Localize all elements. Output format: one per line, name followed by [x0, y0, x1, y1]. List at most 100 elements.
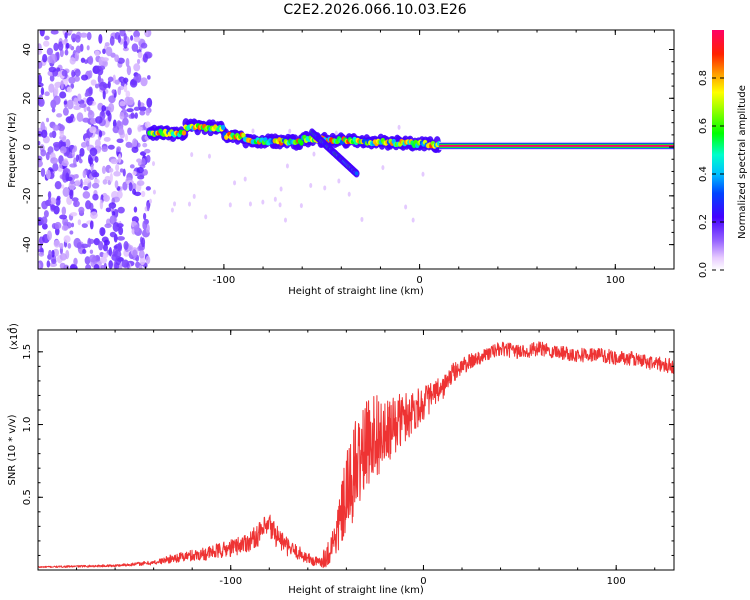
noise-blob	[74, 179, 81, 187]
noise-blob	[145, 255, 151, 265]
noise-blob	[75, 45, 82, 54]
noise-blob	[75, 154, 80, 163]
noise-blob	[360, 216, 364, 222]
noise-blob	[122, 168, 126, 177]
noise-blob	[51, 258, 57, 265]
noise-blob	[132, 249, 138, 259]
noise-blob	[133, 36, 141, 43]
noise-blob	[243, 176, 247, 182]
noise-blob	[43, 210, 49, 218]
noise-blob	[131, 43, 139, 52]
noise-blob	[107, 180, 112, 186]
noise-blob	[233, 180, 237, 186]
noise-blob	[140, 42, 148, 49]
noise-blob	[80, 141, 88, 148]
noise-blob	[142, 53, 148, 63]
noise-blob	[78, 158, 83, 164]
noise-blob	[90, 162, 94, 172]
noise-blob	[62, 107, 69, 116]
noise-blob	[145, 108, 150, 116]
colorbar-tick-label: 0.0	[698, 262, 709, 278]
spectrogram-y-tick-label: -40	[22, 236, 33, 252]
noise-blob	[80, 57, 86, 63]
noise-blob	[40, 87, 45, 96]
spectrogram-panel: -100 0 100 -40 -20 0 20 40 Height of straight l…	[7, 29, 675, 297]
noise-blob	[38, 242, 41, 250]
noise-blob	[98, 81, 107, 91]
noise-blob	[92, 193, 99, 201]
noise-blob	[101, 146, 108, 153]
noise-blob	[56, 67, 61, 72]
noise-blob	[82, 191, 91, 199]
noise-blob	[102, 59, 108, 68]
noise-blob	[83, 185, 89, 191]
noise-blob	[129, 79, 138, 88]
noise-blob	[44, 91, 50, 97]
noise-blob	[38, 262, 41, 269]
noise-blob	[86, 45, 90, 51]
colorbar-gradient	[712, 30, 724, 270]
noise-blob	[42, 54, 48, 63]
noise-blob	[146, 154, 151, 163]
noise-blob	[73, 257, 78, 266]
noise-blob	[133, 30, 140, 38]
noise-blob	[103, 194, 110, 202]
noise-blob	[133, 206, 138, 213]
snr-x-tick-label: -100	[219, 576, 242, 587]
noise-blob	[148, 198, 152, 204]
noise-blob	[56, 195, 61, 201]
noise-blob	[273, 196, 277, 202]
noise-blob	[127, 127, 132, 136]
noise-blob	[103, 239, 110, 246]
noise-blob	[133, 63, 141, 72]
noise-blob	[54, 180, 62, 190]
noise-blob	[140, 77, 148, 87]
noise-blob	[125, 57, 130, 68]
noise-blob	[82, 181, 89, 186]
noise-blob	[38, 49, 43, 55]
noise-blob	[66, 99, 74, 110]
noise-blob	[52, 124, 60, 131]
noise-blob	[100, 264, 106, 269]
noise-blob	[38, 97, 45, 107]
noise-blob	[46, 47, 54, 56]
noise-blob	[53, 86, 59, 96]
noise-blob	[69, 230, 74, 235]
noise-blob	[40, 149, 47, 157]
noise-blob	[65, 42, 70, 49]
noise-blob	[133, 106, 140, 111]
noise-blob	[76, 241, 82, 250]
noise-blob	[102, 48, 106, 55]
noise-blob	[71, 222, 75, 228]
noise-blob	[279, 186, 283, 192]
noise-blob	[122, 117, 129, 126]
noise-blob	[91, 182, 100, 189]
noise-blob	[138, 250, 145, 259]
noise-blob	[74, 68, 81, 77]
noise-blob	[131, 221, 137, 226]
noise-blob	[88, 109, 93, 116]
noise-blob	[114, 79, 120, 85]
noise-blob	[57, 41, 64, 51]
noise-blob	[136, 58, 141, 65]
track-cell	[181, 130, 187, 136]
noise-blob	[87, 237, 92, 248]
noise-blob	[93, 264, 100, 269]
snr-series-line	[38, 341, 674, 569]
noise-blob	[39, 30, 45, 37]
noise-blob	[133, 191, 142, 197]
noise-blob	[143, 148, 151, 154]
noise-blob	[86, 31, 92, 41]
noise-blob	[312, 151, 316, 157]
noise-blob	[88, 70, 93, 79]
noise-blob	[105, 207, 112, 213]
noise-blob	[46, 117, 50, 123]
noise-blob	[82, 248, 87, 255]
noise-blob	[86, 106, 91, 112]
noise-blob	[78, 206, 85, 214]
noise-blob	[104, 42, 110, 47]
noise-blob	[98, 240, 104, 251]
noise-blob	[127, 244, 134, 251]
noise-blob	[107, 76, 114, 82]
noise-blob	[82, 169, 87, 179]
